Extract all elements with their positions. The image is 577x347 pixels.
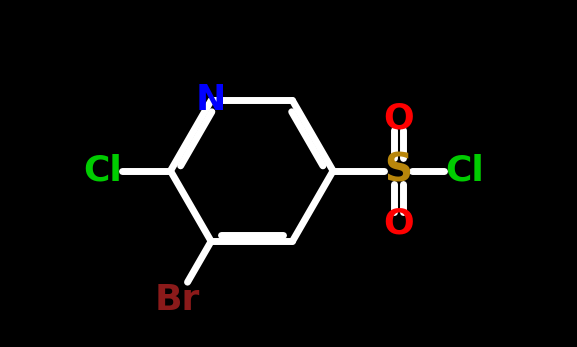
Text: N: N: [196, 84, 226, 118]
Text: Br: Br: [154, 283, 200, 318]
Text: O: O: [383, 206, 414, 240]
Text: S: S: [385, 152, 413, 190]
Text: Cl: Cl: [83, 154, 122, 188]
Text: Cl: Cl: [445, 154, 484, 188]
Text: O: O: [383, 101, 414, 135]
